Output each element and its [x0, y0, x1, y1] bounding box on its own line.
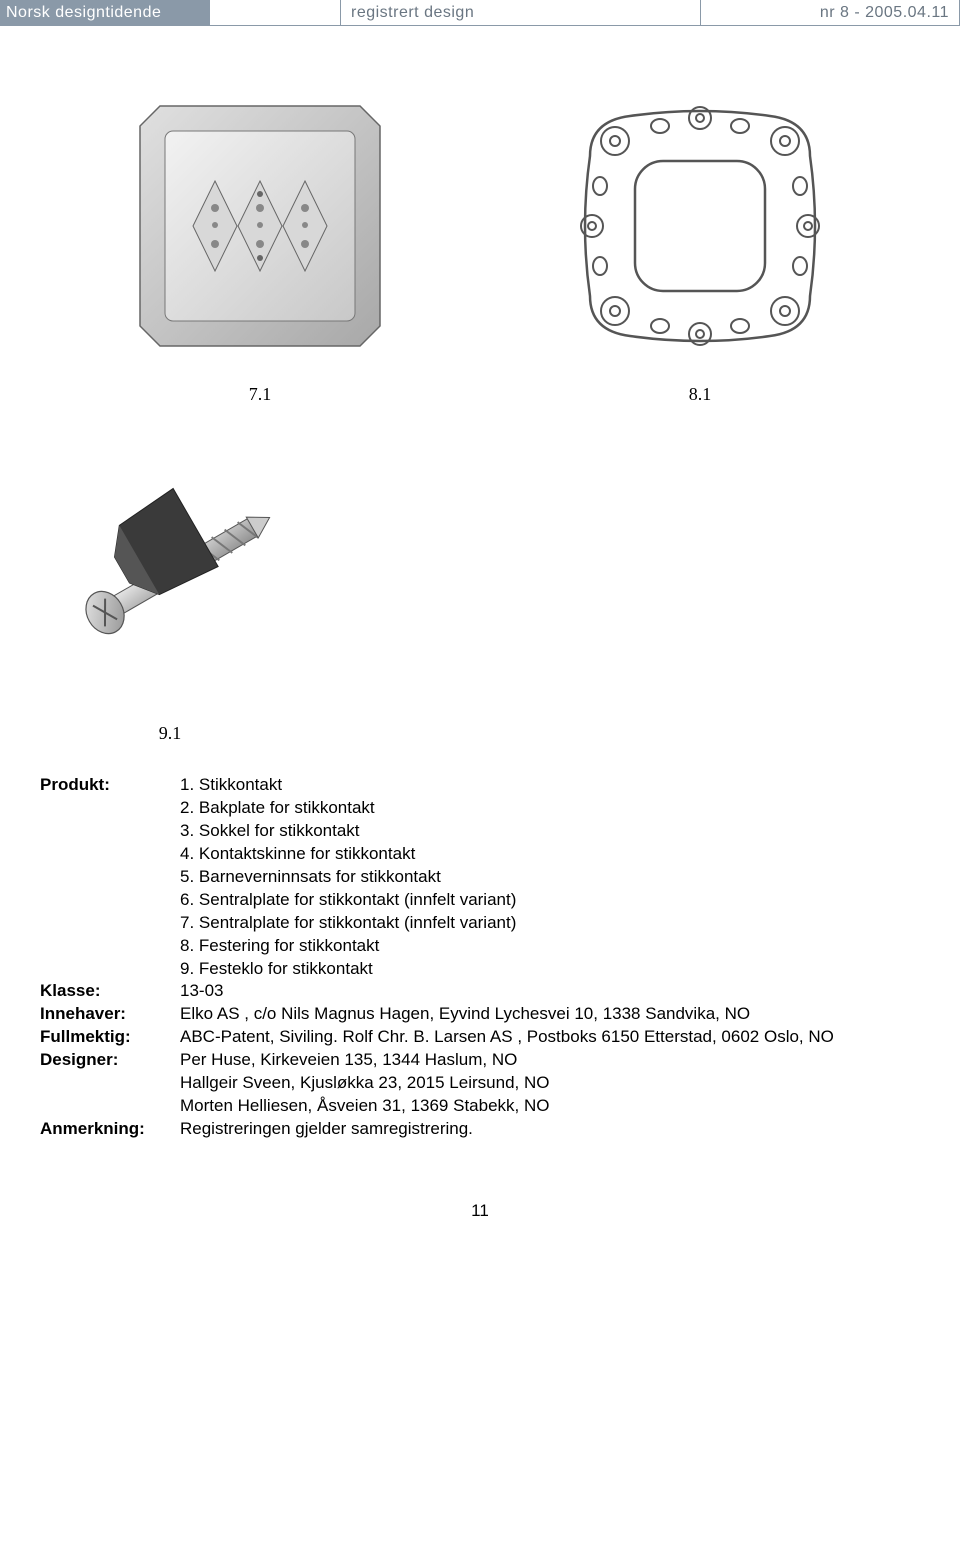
designer-label: Designer: — [40, 1049, 180, 1072]
produkt-label: Produkt: — [40, 774, 180, 797]
designer-value-0: Per Huse, Kirkeveien 135, 1344 Haslum, N… — [180, 1049, 920, 1072]
produkt-value-7: 8. Festering for stikkontakt — [180, 935, 920, 958]
produkt-value-5: 6. Sentralplate for stikkontakt (innfelt… — [180, 889, 920, 912]
klasse-value: 13-03 — [180, 980, 920, 1003]
figures-row-1: 7.1 — [40, 86, 920, 405]
produkt-value-2: 3. Sokkel for stikkontakt — [180, 820, 920, 843]
produkt-value-8: 9. Festeklo for stikkontakt — [180, 958, 920, 981]
fullmektig-row: Fullmektig: ABC-Patent, Siviling. Rolf C… — [40, 1026, 920, 1049]
innehaver-label: Innehaver: — [40, 1003, 180, 1026]
figures-row-2: 9.1 — [40, 445, 960, 744]
produkt-value-3: 4. Kontaktskinne for stikkontakt — [180, 843, 920, 866]
innehaver-value: Elko AS , c/o Nils Magnus Hagen, Eyvind … — [180, 1003, 920, 1026]
header-gap — [210, 0, 340, 26]
header-title-right: nr 8 - 2005.04.11 — [700, 0, 960, 26]
designer-value-1: Hallgeir Sveen, Kjusløkka 23, 2015 Leirs… — [180, 1072, 920, 1095]
socket-plate-illustration — [120, 86, 400, 366]
page-number: 11 — [0, 1201, 960, 1241]
fullmektig-value: ABC-Patent, Siviling. Rolf Chr. B. Larse… — [180, 1026, 920, 1049]
mounting-ring-illustration — [560, 86, 840, 366]
page-header: Norsk designtidende registrert design nr… — [0, 0, 960, 26]
anmerkning-value: Registreringen gjelder samregistrering. — [180, 1118, 920, 1141]
klasse-label: Klasse: — [40, 980, 180, 1003]
figure-71-caption: 7.1 — [249, 384, 272, 405]
produkt-value-0: 1. Stikkontakt — [180, 774, 920, 797]
figure-81-caption: 8.1 — [689, 384, 712, 405]
produkt-value-4: 5. Barneverninnsats for stikkontakt — [180, 866, 920, 889]
klasse-row: Klasse: 13-03 — [40, 980, 920, 1003]
anmerkning-label: Anmerkning: — [40, 1118, 180, 1141]
info-block: Produkt: 1. Stikkontakt 2. Bakplate for … — [40, 774, 920, 1141]
produkt-value-6: 7. Sentralplate for stikkontakt (innfelt… — [180, 912, 920, 935]
designer-row: Designer: Per Huse, Kirkeveien 135, 1344… — [40, 1049, 920, 1072]
figure-71: 7.1 — [120, 86, 400, 405]
header-title-left: Norsk designtidende — [0, 0, 210, 26]
innehaver-row: Innehaver: Elko AS , c/o Nils Magnus Hag… — [40, 1003, 920, 1026]
anmerkning-row: Anmerkning: Registreringen gjelder samre… — [40, 1118, 920, 1141]
fullmektig-label: Fullmektig: — [40, 1026, 180, 1049]
produkt-value-1: 2. Bakplate for stikkontakt — [180, 797, 920, 820]
figure-81: 8.1 — [560, 86, 840, 405]
header-title-center: registrert design — [340, 0, 700, 26]
screw-claw-illustration — [40, 445, 300, 705]
designer-value-2: Morten Helliesen, Åsveien 31, 1369 Stabe… — [180, 1095, 920, 1118]
figure-91: 9.1 — [40, 445, 300, 744]
produkt-row: Produkt: 1. Stikkontakt — [40, 774, 920, 797]
figure-91-caption: 9.1 — [159, 723, 182, 744]
